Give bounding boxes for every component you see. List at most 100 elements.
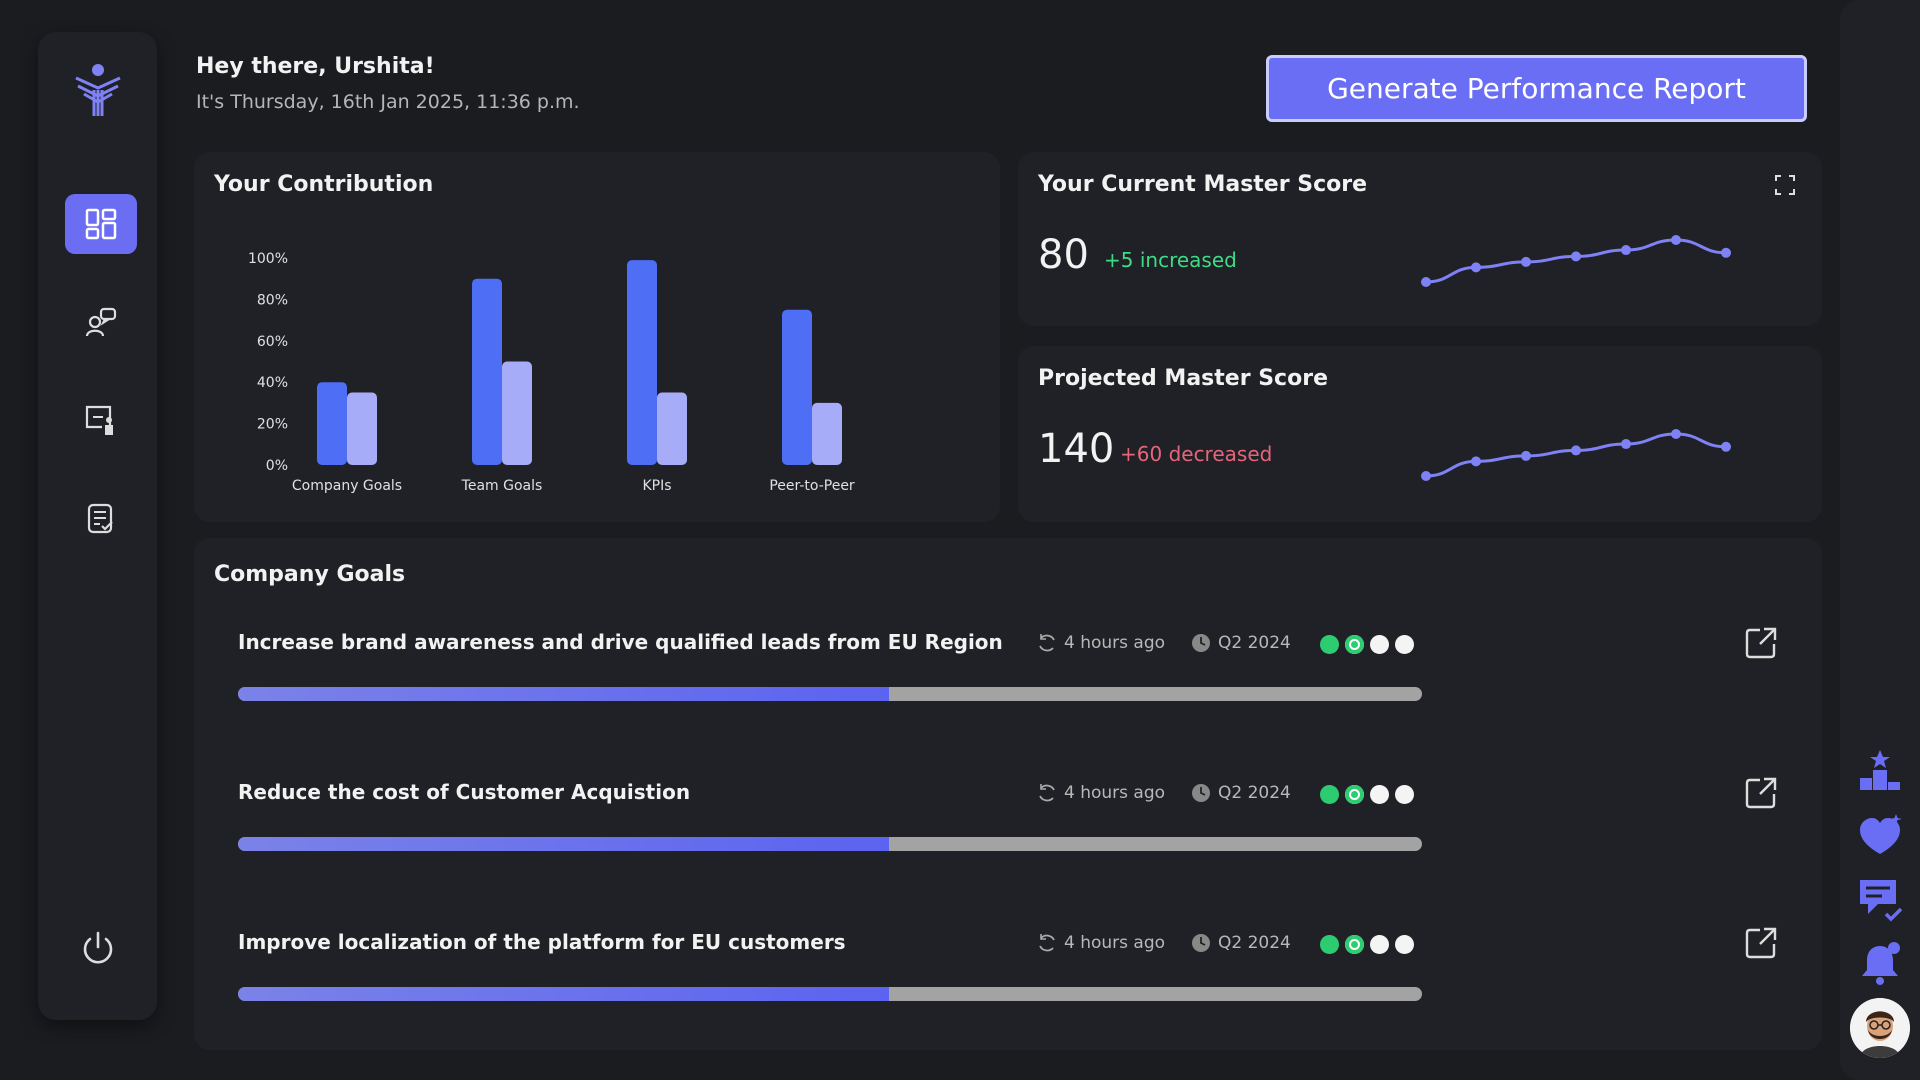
status-dot bbox=[1320, 935, 1339, 954]
chart-bar bbox=[657, 392, 687, 465]
clock-icon bbox=[1192, 634, 1210, 652]
trend-point bbox=[1621, 439, 1631, 450]
y-tick-label: 0% bbox=[266, 458, 288, 474]
chart-bar bbox=[502, 361, 532, 465]
right-rail bbox=[1840, 0, 1920, 1080]
goal-progress-fill bbox=[238, 987, 890, 1001]
contribution-bar-chart: 0% 20% 40% 60% 80% 100% Company Goals Team Goal… bbox=[248, 251, 855, 494]
contribution-title: Your Contribution bbox=[214, 172, 434, 197]
power-icon bbox=[83, 931, 113, 964]
logout-button[interactable] bbox=[78, 928, 118, 968]
current-score-trendline bbox=[1421, 235, 1731, 287]
trend-point bbox=[1421, 277, 1431, 287]
y-tick-label: 100% bbox=[248, 251, 288, 267]
nav-dashboard[interactable] bbox=[65, 194, 137, 254]
goal-updated: 4 hours ago bbox=[1036, 782, 1165, 804]
notification-bell-icon[interactable] bbox=[1856, 940, 1904, 988]
goal-quarter: Q2 2024 bbox=[1190, 932, 1291, 954]
goal-title: Increase brand awareness and drive quali… bbox=[238, 630, 1003, 654]
task-review-icon[interactable] bbox=[1856, 876, 1904, 924]
goal-title: Reduce the cost of Customer Acquistion bbox=[238, 780, 691, 804]
refresh-icon bbox=[1039, 934, 1055, 952]
y-tick-label: 60% bbox=[257, 334, 288, 350]
goal-updated: 4 hours ago bbox=[1036, 932, 1165, 954]
status-dot bbox=[1370, 635, 1389, 654]
status-dot bbox=[1320, 785, 1339, 804]
goal-progress-bar bbox=[238, 987, 1422, 1001]
nav-feedback[interactable] bbox=[65, 292, 137, 352]
heart-chat-icon[interactable] bbox=[1856, 812, 1904, 860]
goal-updated: 4 hours ago bbox=[1036, 632, 1165, 654]
open-external-icon[interactable] bbox=[1744, 626, 1778, 660]
goal-updated-text: 4 hours ago bbox=[1064, 783, 1166, 803]
status-dot bbox=[1370, 785, 1389, 804]
trend-point bbox=[1721, 441, 1731, 452]
current-score-title: Your Current Master Score bbox=[1038, 172, 1368, 197]
goal-status-dots bbox=[1320, 935, 1414, 954]
goal-row: Improve localization of the platform for… bbox=[194, 927, 1822, 1040]
goal-quarter-text: Q2 2024 bbox=[1218, 633, 1291, 653]
refresh-icon bbox=[1039, 634, 1055, 652]
goal-quarter-text: Q2 2024 bbox=[1218, 933, 1291, 953]
presentation-icon bbox=[85, 405, 113, 435]
chart-bar bbox=[317, 382, 347, 465]
nav-reviews[interactable] bbox=[65, 488, 137, 548]
goal-quarter-text: Q2 2024 bbox=[1218, 783, 1291, 803]
chart-bar bbox=[347, 392, 377, 465]
user-avatar[interactable] bbox=[1850, 998, 1910, 1058]
goal-status-dots bbox=[1320, 785, 1414, 804]
goal-row: Reduce the cost of Customer Acquistion 4… bbox=[194, 777, 1822, 890]
trend-point bbox=[1671, 429, 1681, 439]
x-tick-label: Peer-to-Peer bbox=[769, 478, 855, 494]
projected-score-value: 140 bbox=[1038, 426, 1115, 472]
trend-point bbox=[1471, 262, 1481, 273]
people-chat-icon bbox=[85, 307, 117, 337]
expand-icon[interactable] bbox=[1774, 174, 1796, 196]
sidebar bbox=[38, 32, 157, 1020]
goal-status-dots bbox=[1320, 635, 1414, 654]
open-external-icon[interactable] bbox=[1744, 926, 1778, 960]
status-dot bbox=[1395, 785, 1414, 804]
leaderboard-icon[interactable] bbox=[1856, 748, 1904, 796]
chart-bar bbox=[782, 309, 812, 465]
trend-point bbox=[1471, 456, 1481, 467]
x-tick-label: Company Goals bbox=[292, 478, 402, 494]
goal-title: Improve localization of the platform for… bbox=[238, 930, 846, 954]
app-logo[interactable] bbox=[68, 60, 128, 120]
current-score-value: 80 bbox=[1038, 232, 1089, 278]
trend-point bbox=[1521, 256, 1531, 267]
projected-score-delta: +60 decreased bbox=[1120, 442, 1273, 466]
trend-point bbox=[1571, 251, 1581, 262]
greeting-title: Hey there, Urshita! bbox=[196, 54, 435, 79]
goal-progress-bar bbox=[238, 837, 1422, 851]
nav-training[interactable] bbox=[65, 390, 137, 450]
status-dot bbox=[1370, 935, 1389, 954]
status-dot bbox=[1395, 635, 1414, 654]
clock-icon bbox=[1192, 784, 1210, 802]
goal-row: Increase brand awareness and drive quali… bbox=[194, 627, 1822, 740]
open-external-icon[interactable] bbox=[1744, 776, 1778, 810]
projected-score-card: Projected Master Score 140 +60 decreased bbox=[1018, 346, 1822, 522]
projected-score-trendline bbox=[1421, 429, 1731, 481]
x-tick-label: Team Goals bbox=[461, 478, 543, 494]
dashboard-icon bbox=[85, 208, 117, 240]
status-dot bbox=[1345, 935, 1364, 954]
trend-point bbox=[1571, 445, 1581, 456]
chart-bar bbox=[472, 278, 502, 465]
company-goals-card: Company Goals Increase brand awareness a… bbox=[194, 538, 1822, 1050]
checklist-icon bbox=[87, 503, 113, 534]
goal-progress-fill bbox=[238, 687, 890, 701]
status-dot bbox=[1320, 635, 1339, 654]
goal-updated-text: 4 hours ago bbox=[1064, 633, 1166, 653]
y-tick-label: 80% bbox=[257, 292, 288, 308]
trend-point bbox=[1721, 247, 1731, 258]
clock-icon bbox=[1192, 934, 1210, 952]
goal-progress-fill bbox=[238, 837, 890, 851]
status-dot bbox=[1345, 635, 1364, 654]
y-tick-label: 40% bbox=[257, 375, 288, 391]
generate-report-button[interactable]: Generate Performance Report bbox=[1266, 55, 1807, 122]
goal-progress-bar bbox=[238, 687, 1422, 701]
chart-bar bbox=[812, 402, 842, 465]
x-tick-label: KPIs bbox=[642, 478, 671, 494]
goal-updated-text: 4 hours ago bbox=[1064, 933, 1166, 953]
